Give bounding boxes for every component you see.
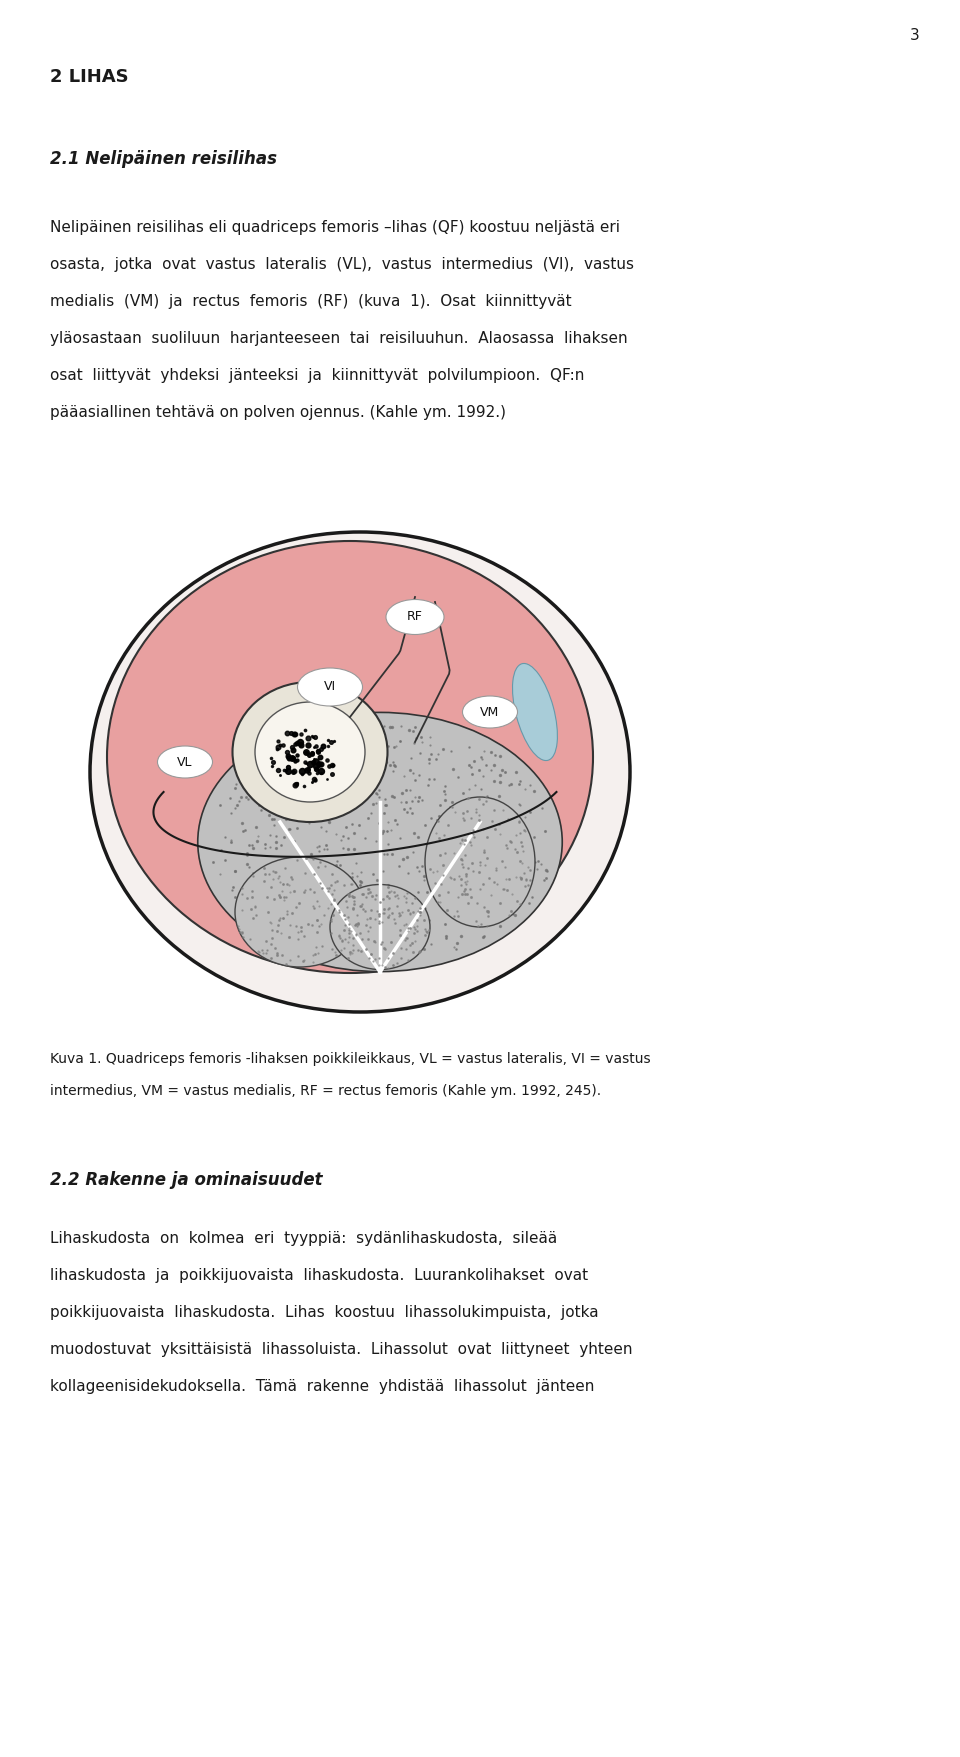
Text: osasta,  jotka  ovat  vastus  lateralis  (VL),  vastus  intermedius  (VI),  vast: osasta, jotka ovat vastus lateralis (VL)… (50, 257, 634, 272)
Text: medialis  (VM)  ja  rectus  femoris  (RF)  (kuva  1).  Osat  kiinnittyvät: medialis (VM) ja rectus femoris (RF) (ku… (50, 293, 571, 309)
Text: pääasiallinen tehtävä on polven ojennus. (Kahle ym. 1992.): pääasiallinen tehtävä on polven ojennus.… (50, 406, 506, 420)
Ellipse shape (298, 668, 363, 706)
Text: poikkijuovaista  lihaskudosta.  Lihas  koostuu  lihassolukimpuista,  jotka: poikkijuovaista lihaskudosta. Lihas koos… (50, 1305, 599, 1320)
Ellipse shape (232, 682, 388, 822)
Text: yläosastaan  suoliluun  harjanteeseen  tai  reisiluuhun.  Alaosassa  lihaksen: yläosastaan suoliluun harjanteeseen tai … (50, 330, 628, 346)
Text: RF: RF (407, 610, 423, 624)
Text: 2.1 Nelipäinen reisilihas: 2.1 Nelipäinen reisilihas (50, 149, 277, 169)
Ellipse shape (463, 696, 517, 727)
Text: VI: VI (324, 680, 336, 694)
Text: lihaskudosta  ja  poikkijuovaista  lihaskudosta.  Luurankolihakset  ovat: lihaskudosta ja poikkijuovaista lihaskud… (50, 1269, 588, 1283)
Text: kollageenisidekudoksella.  Tämä  rakenne  yhdistää  lihassolut  jänteen: kollageenisidekudoksella. Tämä rakenne y… (50, 1379, 594, 1393)
Text: intermedius, VM = vastus medialis, RF = rectus femoris (Kahle ym. 1992, 245).: intermedius, VM = vastus medialis, RF = … (50, 1084, 601, 1098)
Ellipse shape (255, 703, 365, 801)
Text: Kuva 1. Quadriceps femoris -lihaksen poikkileikkaus, VL = vastus lateralis, VI =: Kuva 1. Quadriceps femoris -lihaksen poi… (50, 1052, 651, 1066)
Ellipse shape (157, 747, 212, 778)
Text: 2.2 Rakenne ja ominaisuudet: 2.2 Rakenne ja ominaisuudet (50, 1170, 323, 1189)
Ellipse shape (90, 532, 630, 1012)
Text: Nelipäinen reisilihas eli quadriceps femoris –lihas (QF) koostuu neljästä eri: Nelipäinen reisilihas eli quadriceps fem… (50, 220, 620, 235)
Text: VL: VL (178, 756, 193, 768)
Text: VM: VM (480, 706, 499, 719)
Text: Lihaskudosta  on  kolmea  eri  tyyppiä:  sydänlihaskudosta,  sileää: Lihaskudosta on kolmea eri tyyppiä: sydä… (50, 1232, 557, 1246)
Text: osat  liittyvät  yhdeksi  jänteeksi  ja  kiinnittyvät  polvilumpioon.  QF:n: osat liittyvät yhdeksi jänteeksi ja kiin… (50, 367, 585, 383)
Text: 3: 3 (910, 28, 920, 42)
Text: muodostuvat  yksittäisistä  lihassoluista.  Lihassolut  ovat  liittyneet  yhteen: muodostuvat yksittäisistä lihassoluista.… (50, 1342, 633, 1356)
Ellipse shape (425, 798, 535, 928)
Ellipse shape (330, 884, 430, 970)
Ellipse shape (107, 541, 593, 973)
Ellipse shape (198, 712, 563, 972)
Text: 2 LIHAS: 2 LIHAS (50, 69, 129, 86)
Ellipse shape (235, 857, 365, 966)
Ellipse shape (386, 599, 444, 634)
Ellipse shape (513, 664, 558, 761)
